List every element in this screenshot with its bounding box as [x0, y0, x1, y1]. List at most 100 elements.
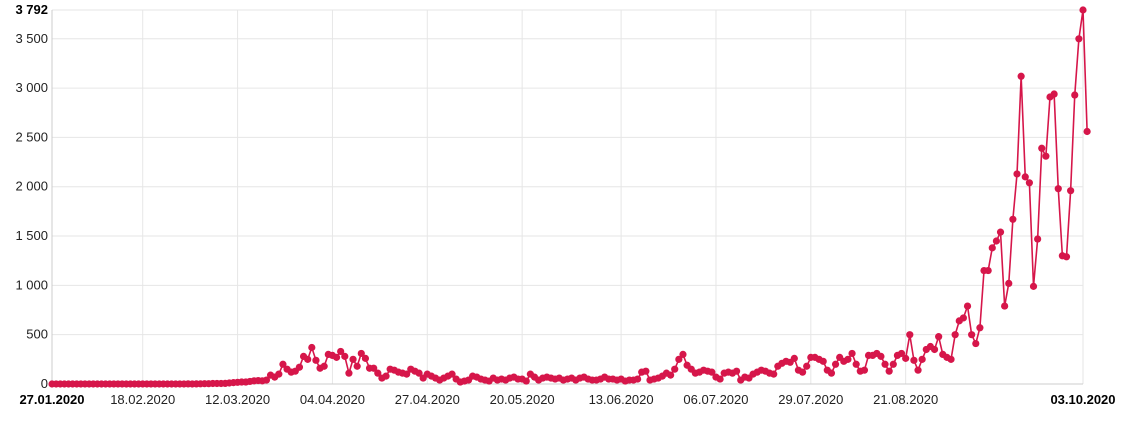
data-point[interactable] [770, 370, 778, 378]
data-point[interactable] [304, 355, 312, 363]
data-point[interactable] [963, 302, 972, 310]
data-point[interactable] [361, 354, 370, 362]
data-point[interactable] [798, 368, 807, 376]
data-point[interactable] [337, 347, 345, 356]
axis-layer [51, 10, 1083, 385]
data-point[interactable] [852, 360, 860, 368]
data-point[interactable] [831, 360, 840, 368]
data-point[interactable] [996, 228, 1005, 236]
data-point[interactable] [667, 371, 675, 379]
data-point[interactable] [918, 355, 926, 363]
data-point[interactable] [671, 365, 679, 373]
x-tick-label: 20.05.2020 [490, 392, 555, 407]
x-tick-label: 03.10.2020 [1050, 392, 1115, 407]
data-point[interactable] [708, 368, 716, 376]
data-point[interactable] [279, 360, 287, 368]
data-point[interactable] [716, 375, 724, 383]
data-point[interactable] [403, 370, 411, 378]
data-point[interactable] [897, 349, 906, 358]
data-point[interactable] [374, 369, 382, 377]
data-point[interactable] [844, 355, 852, 363]
data-point[interactable] [988, 244, 996, 252]
y-tick-label: 3 000 [15, 80, 48, 95]
data-point[interactable] [382, 372, 390, 380]
data-point[interactable] [935, 333, 943, 341]
x-tick-label: 27.01.2020 [19, 392, 84, 407]
x-tick-label: 29.07.2020 [778, 392, 843, 407]
data-point[interactable] [803, 362, 811, 370]
data-point[interactable] [959, 314, 968, 322]
data-point[interactable] [679, 350, 687, 359]
data-point[interactable] [275, 370, 283, 378]
data-point[interactable] [1025, 179, 1033, 187]
data-point[interactable] [1001, 302, 1009, 310]
x-tick-label: 13.06.2020 [589, 392, 654, 407]
data-point[interactable] [675, 355, 683, 363]
data-point[interactable] [415, 369, 423, 377]
data-point[interactable] [881, 360, 889, 368]
data-point[interactable] [906, 331, 914, 339]
data-point[interactable] [370, 364, 378, 372]
data-point[interactable] [1062, 253, 1071, 261]
data-point[interactable] [930, 345, 939, 354]
data-point[interactable] [341, 352, 349, 360]
data-point[interactable] [1067, 187, 1075, 195]
data-point[interactable] [1021, 173, 1029, 181]
series-layer [48, 6, 1091, 388]
data-point[interactable] [860, 366, 869, 374]
data-point[interactable] [345, 369, 353, 377]
data-point[interactable] [914, 366, 922, 374]
data-point[interactable] [1034, 235, 1042, 243]
data-point[interactable] [1042, 152, 1050, 160]
data-point[interactable] [1083, 127, 1091, 136]
data-point[interactable] [1038, 144, 1046, 152]
data-point[interactable] [877, 352, 885, 360]
data-point[interactable] [295, 363, 304, 371]
data-point[interactable] [1079, 6, 1087, 14]
data-point[interactable] [1075, 35, 1083, 43]
data-point[interactable] [732, 367, 741, 375]
data-point[interactable] [848, 349, 856, 358]
data-point[interactable] [984, 266, 992, 275]
data-point[interactable] [522, 377, 530, 385]
data-point[interactable] [1050, 90, 1058, 98]
data-point[interactable] [642, 367, 650, 375]
x-tick-label: 18.02.2020 [110, 392, 175, 407]
y-tick-label: 1 000 [15, 277, 48, 292]
y-tick-label: 1 500 [15, 228, 48, 243]
data-point[interactable] [349, 355, 357, 363]
grid-layer [51, 9, 1084, 384]
data-point[interactable] [947, 355, 955, 363]
data-point[interactable] [1071, 91, 1079, 99]
data-point[interactable] [308, 343, 316, 352]
data-point[interactable] [889, 360, 897, 368]
data-point[interactable] [992, 237, 1001, 245]
data-point[interactable] [1009, 215, 1017, 223]
data-point[interactable] [1013, 170, 1021, 178]
data-point[interactable] [357, 349, 365, 358]
data-point[interactable] [976, 324, 984, 332]
data-point[interactable] [819, 357, 827, 365]
data-point[interactable] [1029, 282, 1038, 290]
data-point[interactable] [332, 353, 341, 361]
data-point[interactable] [320, 362, 328, 370]
data-point[interactable] [448, 370, 456, 378]
data-point[interactable] [910, 356, 918, 364]
data-point[interactable] [634, 375, 642, 383]
data-point[interactable] [885, 367, 893, 375]
x-tick-label: 06.07.2020 [683, 392, 748, 407]
data-point[interactable] [951, 331, 959, 339]
data-point[interactable] [312, 356, 320, 364]
x-tick-label: 21.08.2020 [873, 392, 938, 407]
data-point[interactable] [1005, 279, 1013, 287]
data-point[interactable] [902, 354, 910, 362]
data-point[interactable] [827, 369, 836, 377]
data-point[interactable] [262, 376, 271, 384]
data-point[interactable] [1054, 185, 1062, 193]
data-point[interactable] [972, 339, 980, 348]
data-point[interactable] [790, 354, 798, 362]
data-point[interactable] [968, 331, 976, 339]
data-point[interactable] [1017, 72, 1025, 80]
data-point[interactable] [353, 362, 361, 370]
